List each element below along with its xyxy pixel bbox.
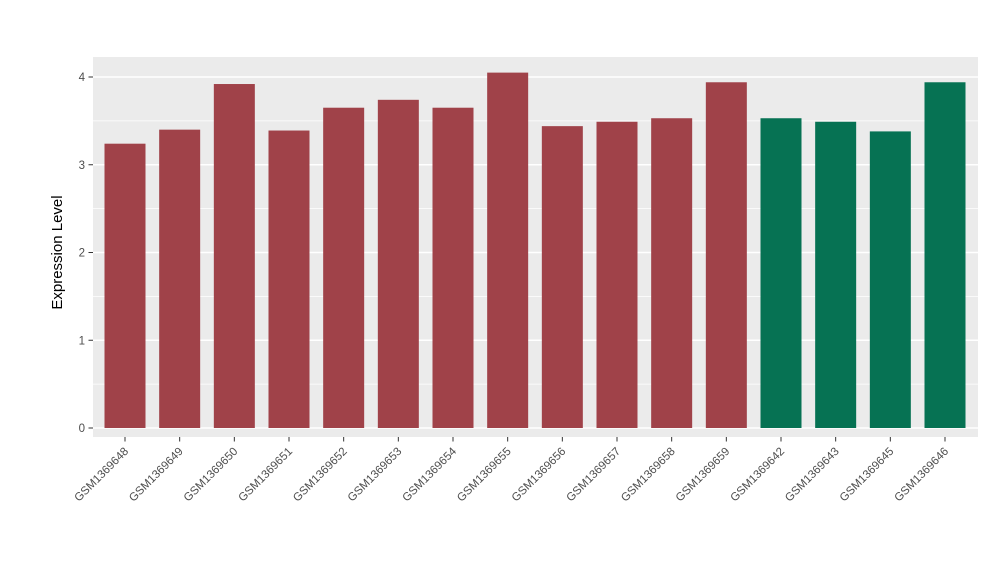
bar [651,118,693,429]
bar [760,118,802,429]
x-tick-label: GSM1369643 [783,446,842,505]
x-axis: GSM1369648GSM1369649GSM1369650GSM1369651… [72,437,951,504]
x-tick-label: GSM1369646 [892,446,951,505]
x-tick-label: GSM1369645 [838,446,897,505]
bars [104,72,966,429]
bar [705,82,747,428]
y-axis: 0 1 2 3 4 [79,72,93,435]
bar [541,126,583,428]
bar [268,130,310,428]
bar [596,121,638,428]
x-tick-label: GSM1369653 [346,446,405,505]
y-axis-title: Expression Level [49,195,66,309]
bar [213,84,255,429]
x-tick-label: GSM1369648 [72,446,131,505]
x-tick-label: GSM1369654 [400,445,459,504]
y-tick-label: 4 [79,72,86,84]
x-tick-label: GSM1369658 [619,446,678,505]
bar [323,107,365,429]
bar [159,129,201,428]
x-tick-label: GSM1369652 [291,446,350,505]
bar [104,143,146,428]
x-tick-label: GSM1369659 [674,446,733,505]
x-tick-label: GSM1369655 [455,446,514,505]
bar [869,131,911,428]
y-tick-label: 2 [79,248,85,260]
x-tick-label: GSM1369642 [728,446,787,505]
x-tick-label: GSM1369651 [236,446,295,505]
bar [377,99,419,428]
bar [432,107,474,429]
bar [815,121,857,428]
x-tick-label: GSM1369650 [182,446,241,505]
x-tick-label: GSM1369657 [564,446,623,505]
y-tick-label: 0 [79,423,85,435]
y-tick-label: 3 [79,160,85,172]
x-tick-label: GSM1369649 [127,446,186,505]
x-tick-label: GSM1369656 [510,446,569,505]
y-tick-label: 1 [79,335,85,347]
bar [924,82,966,428]
bar [487,72,529,429]
